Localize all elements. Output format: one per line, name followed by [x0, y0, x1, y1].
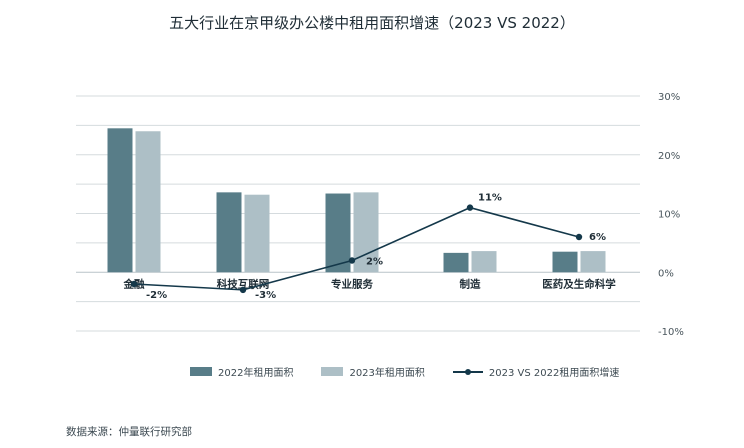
right-axis-ticks: 30% 20% 10% 0% -10% — [658, 92, 684, 338]
right-axis-tick-label: 0% — [658, 268, 674, 279]
right-axis-tick-label: 30% — [658, 92, 680, 103]
growth-data-label: -2% — [146, 290, 167, 301]
legend-swatch-2022 — [190, 367, 212, 376]
growth-data-label: 2% — [366, 257, 383, 268]
right-axis-tick-label: -10% — [658, 327, 684, 338]
growth-data-label: -3% — [255, 290, 276, 301]
bar-2023-2 — [353, 192, 379, 273]
category-labels: 金融科技互联网专业服务制造医药及生命科学 — [123, 277, 617, 290]
legend-item-2022: 2022年租用面积 — [190, 364, 293, 379]
bar-2022-1 — [216, 192, 242, 273]
right-axis-tick-label: 20% — [658, 151, 680, 162]
legend-item-growth: 2023 VS 2022租用面积增速 — [452, 364, 620, 379]
growth-point — [575, 233, 583, 241]
legend-label-2023: 2023年租用面积 — [349, 368, 425, 379]
growth-line: -2% -3% 2% 11% 6% — [130, 193, 606, 301]
legend: 2022年租用面积 2023年租用面积 2023 VS 2022租用面积增速 — [190, 364, 647, 379]
growth-point — [348, 257, 356, 264]
legend-item-2023: 2023年租用面积 — [321, 364, 425, 379]
bar-2023-1 — [244, 194, 270, 273]
right-axis-tick-label: 10% — [658, 210, 680, 221]
bar-2023-0 — [135, 131, 161, 273]
category-label: 医药及生命科学 — [542, 277, 616, 290]
bar-2023-3 — [471, 251, 497, 273]
category-label: 专业服务 — [331, 277, 373, 290]
chart-title: 五大行业在京甲级办公楼中租用面积增速（2023 VS 2022） — [169, 14, 575, 32]
source-note: 数据来源：仲量联行研究部 — [66, 426, 192, 438]
bar-2023-4 — [580, 251, 606, 273]
legend-label-2022: 2022年租用面积 — [218, 368, 294, 379]
growth-data-label: 6% — [589, 232, 606, 243]
growth-data-label: 11% — [478, 193, 502, 204]
legend-swatch-2023 — [321, 367, 344, 376]
growth-point — [239, 286, 247, 294]
bar-2022-2 — [325, 193, 351, 273]
bar-2022-3 — [443, 252, 469, 273]
growth-point — [466, 204, 474, 211]
bar-2022-4 — [552, 251, 578, 273]
bars — [107, 128, 606, 273]
category-label: 制造 — [460, 277, 481, 290]
growth-point — [130, 280, 138, 288]
legend-label-growth: 2023 VS 2022租用面积增速 — [488, 368, 620, 379]
bar-2022-0 — [107, 128, 133, 273]
legend-line-marker — [452, 367, 483, 377]
